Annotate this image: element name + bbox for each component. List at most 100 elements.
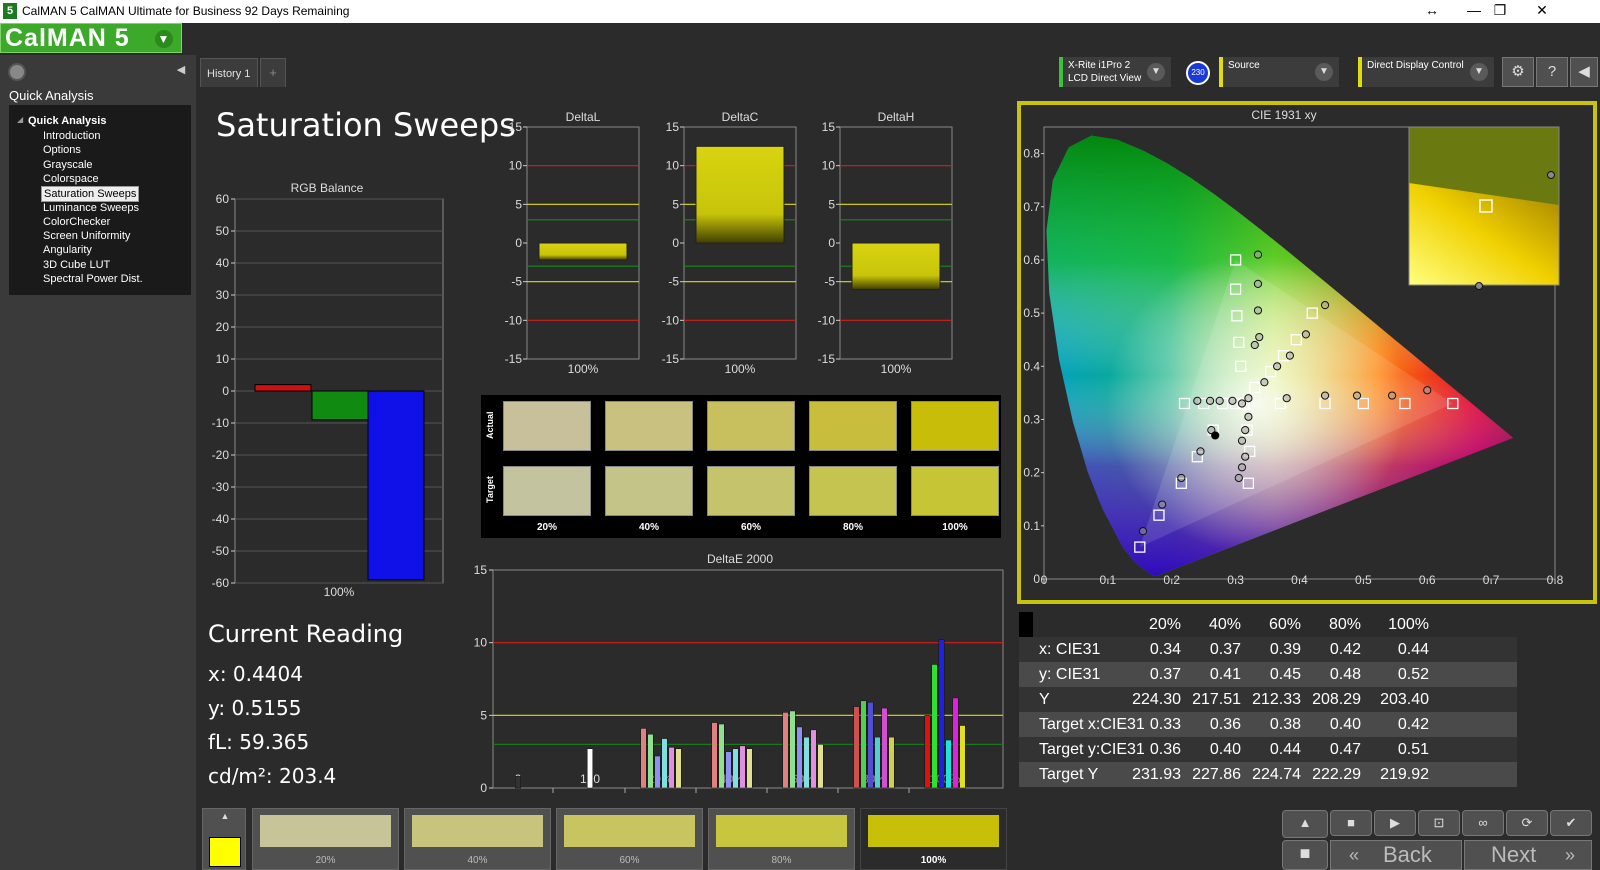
sidebar-item-introduction[interactable]: Introduction xyxy=(43,130,101,142)
sidebar-item-colorspace[interactable]: Colorspace xyxy=(43,172,99,185)
target-square xyxy=(1233,336,1245,349)
swatch-label: 20% xyxy=(315,855,336,866)
deltae-bar xyxy=(515,776,521,789)
table-cell: 212.33 xyxy=(1252,691,1301,708)
next-button[interactable]: Next » xyxy=(1464,840,1592,870)
tab-history-1[interactable]: History 1 xyxy=(200,58,258,87)
play-icon[interactable]: ▶ xyxy=(1374,810,1416,836)
table-cell: 203.40 xyxy=(1380,691,1429,708)
display-selector[interactable]: Direct Display Control ▼ xyxy=(1358,57,1494,87)
swatch-percent-label: 40% xyxy=(638,522,659,533)
chevron-down-icon[interactable]: ▼ xyxy=(1315,63,1333,81)
table-cell: 0.34 xyxy=(1149,641,1181,658)
chevron-down-icon[interactable]: ▼ xyxy=(155,30,173,48)
sidebar-item-colorchecker[interactable]: ColorChecker xyxy=(43,215,111,228)
zoom-border xyxy=(1408,126,1560,286)
resize-icon[interactable]: ↔ xyxy=(1425,2,1439,18)
chevron-up-icon[interactable]: ▲ xyxy=(220,811,230,821)
y-tick-label: -40 xyxy=(212,512,230,526)
source-selector[interactable]: Source ▼ xyxy=(1219,57,1339,87)
meter-badge[interactable]: 230 xyxy=(1186,61,1210,85)
measured-point xyxy=(1253,250,1263,259)
sidebar-item-saturation-sweeps[interactable]: Saturation Sweeps xyxy=(41,186,140,203)
bottom-swatch-60pct[interactable]: 60% xyxy=(556,808,703,870)
y-tick-label: 30 xyxy=(216,288,230,302)
chevron-up-icon[interactable]: ▲ xyxy=(1282,810,1328,838)
cie-chart-frame[interactable]: CIE 1931 xy00.10.20.30.40.50.60.70.800.1… xyxy=(1017,101,1597,604)
chevron-down-icon[interactable]: ▼ xyxy=(1147,63,1165,81)
deltae-bar xyxy=(789,710,796,789)
deltae-chart: DeltaE 2000151050010020%40%60%80%100% xyxy=(474,552,1004,795)
y-tick-label: 0 xyxy=(672,236,679,250)
stop-icon[interactable]: ■ xyxy=(1330,810,1372,836)
help-icon[interactable]: ? xyxy=(1536,57,1568,87)
bottom-swatch-100pct[interactable]: 100% xyxy=(860,808,1007,870)
measured-point xyxy=(1301,330,1310,339)
back-button[interactable]: « Back xyxy=(1330,840,1462,870)
sidebar-item-screen-uniformity[interactable]: Screen Uniformity xyxy=(43,230,131,243)
blue-bar xyxy=(367,390,425,581)
sidebar-item-spectral-power-dist[interactable]: Spectral Power Dist. xyxy=(43,273,143,285)
actual-swatch xyxy=(605,401,693,451)
target-square xyxy=(1231,310,1243,322)
table-header: 60% xyxy=(1268,616,1301,633)
close-button[interactable]: ✕ xyxy=(1536,2,1548,18)
deltae-bar xyxy=(881,707,888,789)
add-tab-button[interactable]: + xyxy=(260,58,286,87)
minimize-button[interactable]: — xyxy=(1467,2,1481,18)
table-cell: 0.44 xyxy=(1269,741,1301,758)
bottom-swatch-40pct[interactable]: 40% xyxy=(404,808,551,870)
sidebar-item-options[interactable]: Options xyxy=(43,144,81,157)
collapse-icon[interactable]: ◀ xyxy=(1570,57,1598,87)
current-swatch[interactable]: ▲ xyxy=(202,808,246,870)
table-header: 20% xyxy=(1148,616,1181,633)
target-square xyxy=(1134,541,1146,553)
table-cell: 0.48 xyxy=(1329,666,1361,683)
maximize-button[interactable]: ❐ xyxy=(1493,2,1507,18)
app-logo-menu[interactable]: CalMAN 5 ▼ xyxy=(0,23,182,53)
bottom-swatch-80pct[interactable]: 80% xyxy=(708,808,855,870)
actual-swatch xyxy=(707,401,795,451)
table-cell: 0.42 xyxy=(1397,716,1429,733)
back-label: Back xyxy=(1383,842,1432,867)
sidebar-item-3d-cube-lut[interactable]: 3D Cube LUT xyxy=(43,258,111,271)
red-bar xyxy=(254,384,312,392)
y-tick-label: -10 xyxy=(505,313,523,327)
green-bar xyxy=(311,390,369,421)
deltae-bar xyxy=(711,722,718,789)
table-cell: 0.40 xyxy=(1329,716,1361,733)
continuous-icon[interactable]: ∞ xyxy=(1462,810,1504,836)
bottom-swatch-20pct[interactable]: 20% xyxy=(252,808,399,870)
table-cell: 0.45 xyxy=(1269,666,1301,683)
checkmark-icon[interactable]: ✔ xyxy=(1550,810,1592,836)
measured-point xyxy=(1237,463,1247,472)
sidebar-item-luminance-sweeps[interactable]: Luminance Sweeps xyxy=(43,201,140,214)
sidebar-item-grayscale[interactable]: Grayscale xyxy=(43,158,93,171)
swatch-fill xyxy=(868,815,999,847)
table-header: 40% xyxy=(1208,616,1241,633)
row-label: Target x:CIE31 xyxy=(1039,716,1145,733)
target-swatch xyxy=(707,466,795,516)
swatch-percent-label: 20% xyxy=(536,522,557,533)
measured-point xyxy=(1241,452,1250,461)
y-tick-label: -50 xyxy=(212,544,230,558)
measured-point xyxy=(1193,396,1202,405)
stop-square-icon[interactable]: ■ xyxy=(1282,840,1328,870)
measured-point xyxy=(1237,436,1247,445)
gear-icon[interactable]: ⚙ xyxy=(1502,57,1534,87)
measured-point xyxy=(1285,351,1295,360)
swatch-percent-label: 60% xyxy=(740,522,761,533)
tree-root[interactable]: Quick Analysis xyxy=(28,115,107,127)
sidebar-collapse-icon[interactable]: ◀ xyxy=(176,64,186,76)
chevron-down-icon[interactable]: ▼ xyxy=(1470,63,1488,81)
swatch-percent-label: 100% xyxy=(942,522,968,533)
measure-frame-icon[interactable]: ⊡ xyxy=(1418,810,1460,836)
sidebar-item-angularity[interactable]: Angularity xyxy=(43,244,92,257)
tree-expand-icon[interactable]: ◢ xyxy=(17,115,24,124)
meter-selector[interactable]: X-Rite i1Pro 2 LCD Direct View ▼ xyxy=(1059,57,1171,87)
refresh-icon[interactable]: ⟳ xyxy=(1506,810,1548,836)
measured-point xyxy=(1228,396,1237,405)
sidebar-pin-icon[interactable] xyxy=(8,63,26,81)
table-row: y: CIE31 0.37 0.41 0.45 0.48 0.52 xyxy=(1019,662,1517,687)
table-cell: 208.29 xyxy=(1312,691,1361,708)
